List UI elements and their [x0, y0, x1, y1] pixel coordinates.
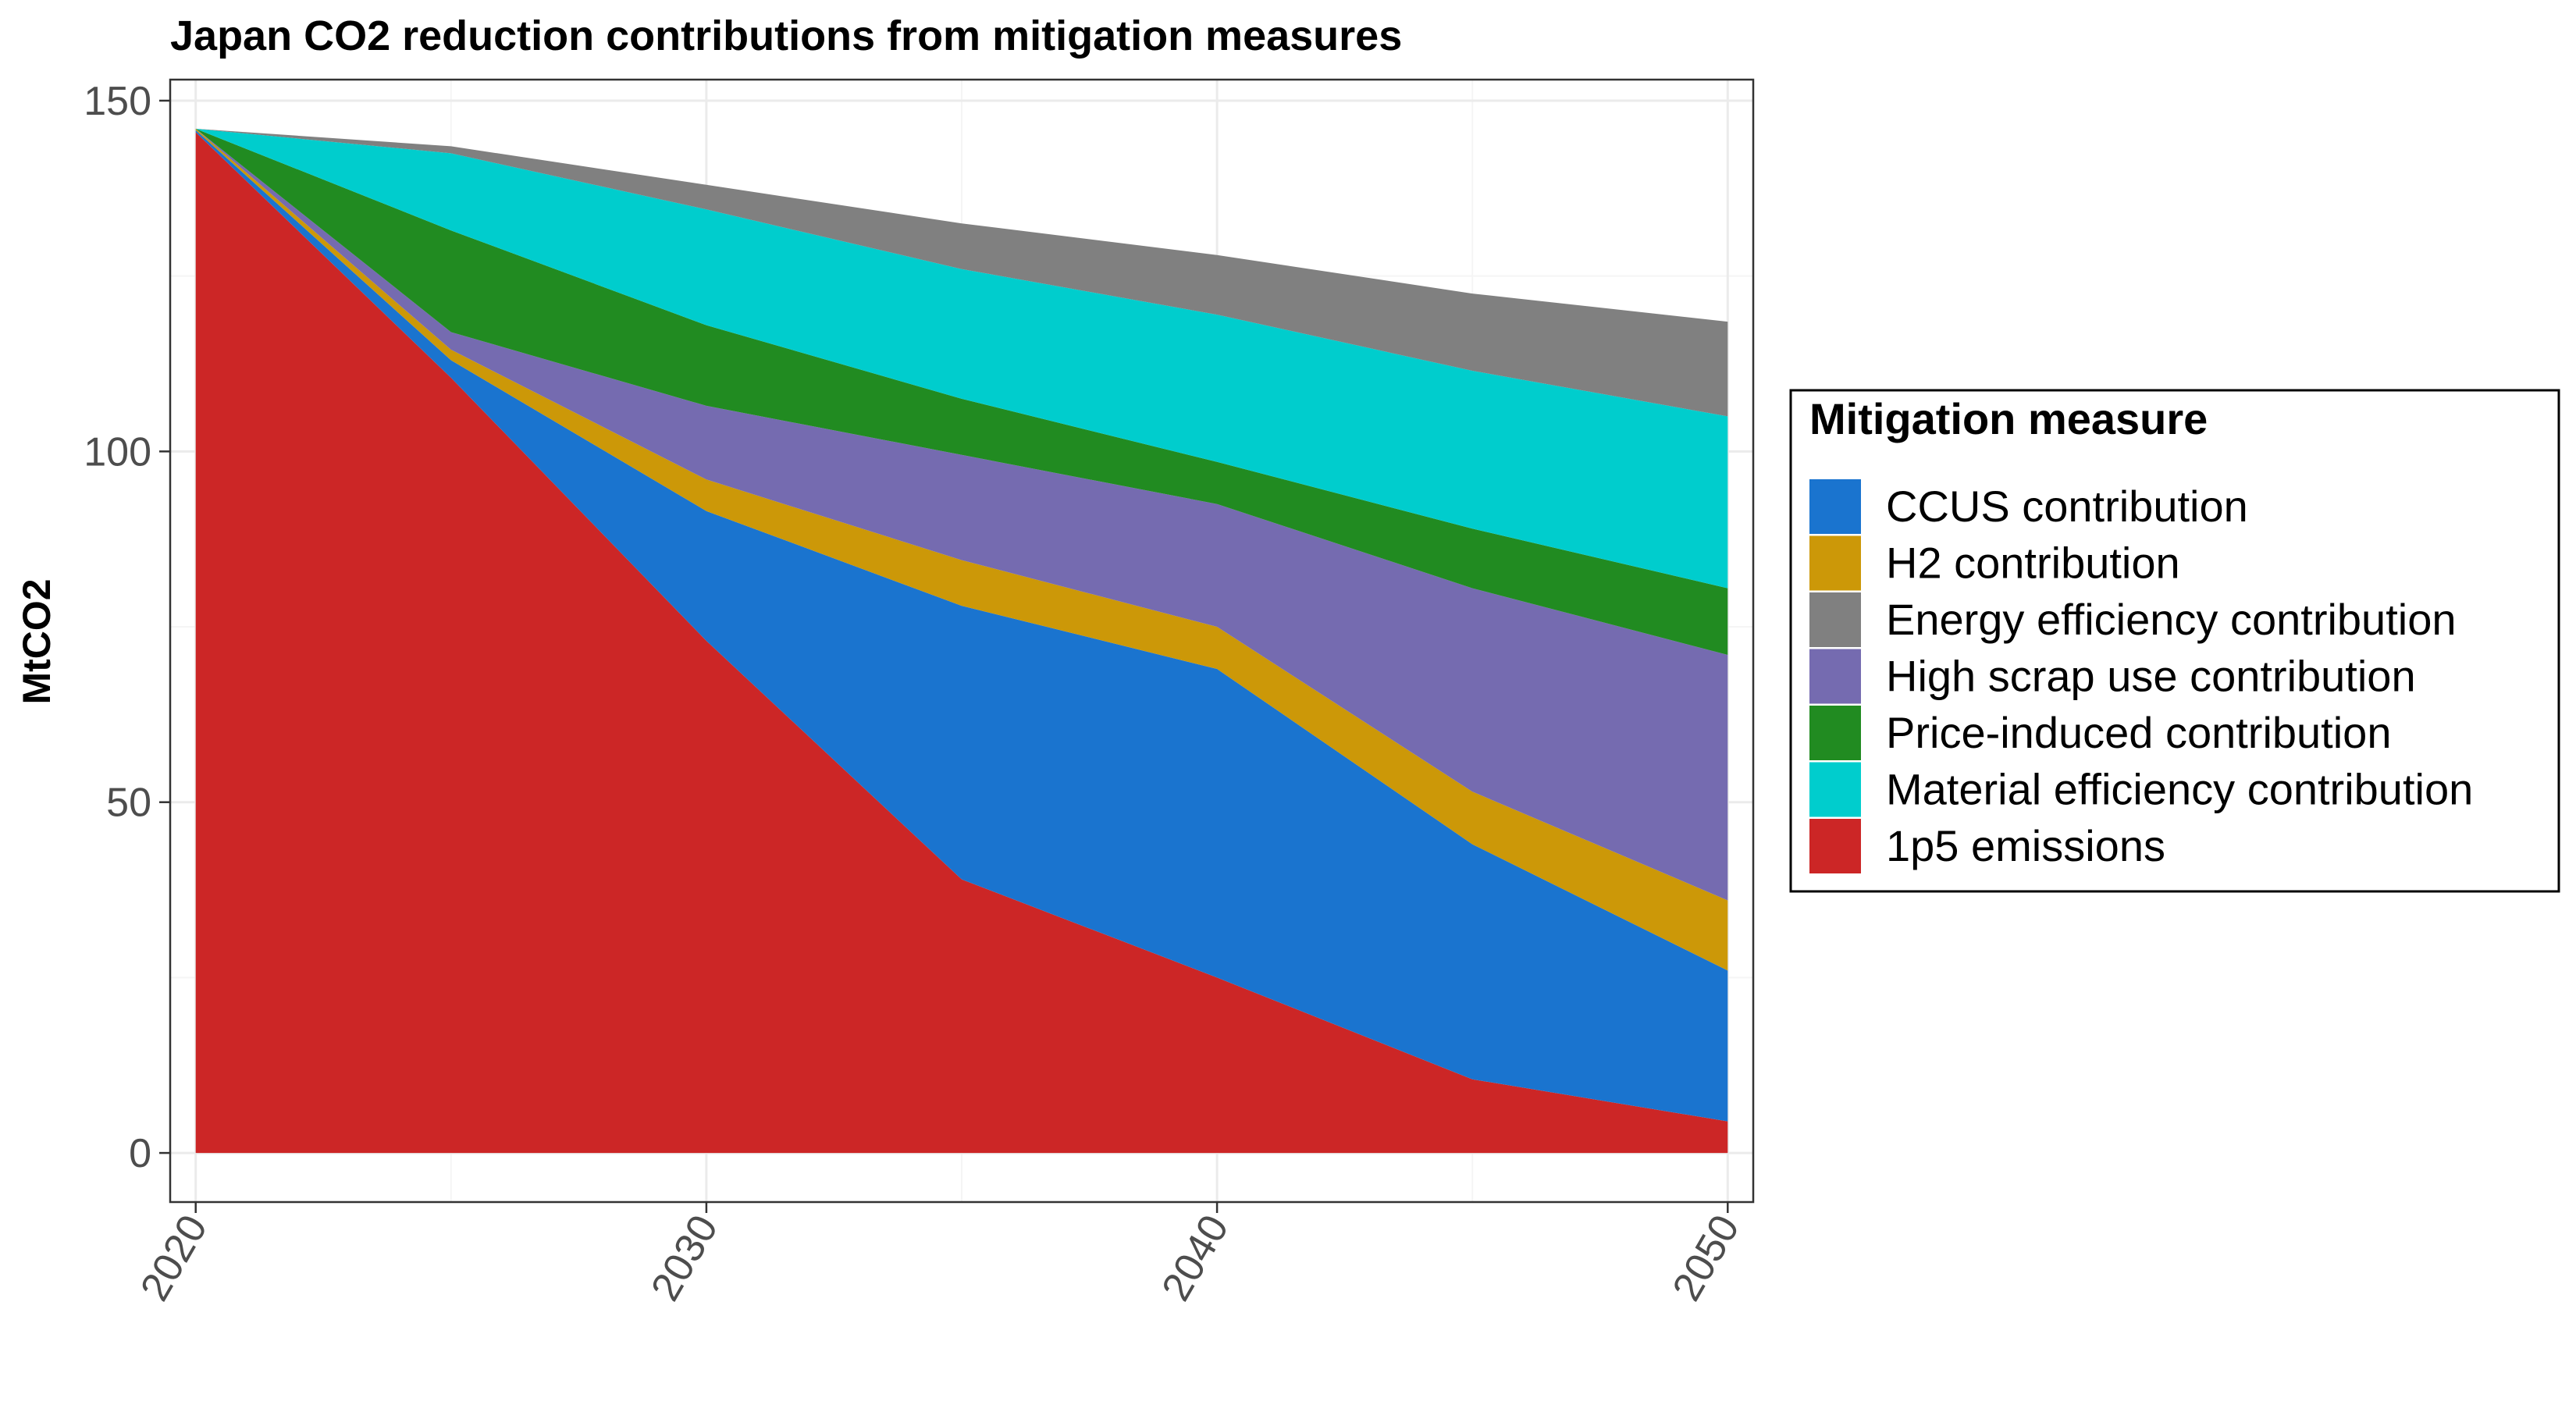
x-tick-label: 2050: [1664, 1208, 1749, 1308]
legend-label: Price-induced contribution: [1886, 708, 2391, 757]
x-tick-label: 2040: [1153, 1208, 1237, 1308]
y-axis: 0 50 100 150: [84, 79, 170, 1176]
legend-label: High scrap use contribution: [1886, 652, 2416, 701]
legend-items: CCUS contribution H2 contribution Energy e…: [1809, 479, 2473, 873]
legend-swatch: [1809, 819, 1861, 873]
legend-swatch: [1809, 535, 1861, 591]
x-tick-label: 2020: [132, 1208, 216, 1308]
legend-swatch: [1809, 479, 1861, 534]
legend-box: [1789, 389, 2560, 893]
legend-title: Mitigation measure: [1809, 394, 2208, 443]
area-material-efficiency-contribution: [195, 128, 1728, 589]
legend-label: H2 contribution: [1886, 539, 2180, 588]
y-tick-label: 0: [129, 1131, 151, 1176]
area-high-scrap-use-contribution: [195, 128, 1728, 901]
area-1p5-emissions: [195, 132, 1728, 1154]
legend-swatch: [1809, 706, 1861, 760]
x-tick-label: 2030: [642, 1208, 727, 1308]
legend-swatch: [1809, 762, 1861, 817]
legend-label: CCUS contribution: [1886, 482, 2248, 531]
legend-swatch: [1809, 649, 1861, 704]
y-axis-label: MtCO2: [15, 578, 59, 704]
y-tick-label: 100: [84, 429, 151, 475]
plot-panel: [169, 78, 1755, 1204]
legend-label: Energy efficiency contribution: [1886, 595, 2457, 644]
legend-swatch: [1809, 592, 1861, 647]
y-tick-label: 50: [106, 781, 151, 826]
area-h2-contribution: [195, 128, 1728, 971]
area-price-induced-contribution: [195, 128, 1728, 655]
y-tick-label: 150: [84, 79, 151, 124]
area-energy-efficiency-contribution: [195, 128, 1728, 417]
area-ccus-contribution: [195, 130, 1728, 1122]
panel-border: [169, 78, 1755, 1204]
chart-title: Japan CO2 reduction contributions from m…: [170, 12, 1402, 59]
legend-label: Material efficiency contribution: [1886, 765, 2473, 814]
x-axis: 2020 2030 2040 2050: [132, 1202, 1749, 1308]
legend-label: 1p5 emissions: [1886, 821, 2165, 870]
legend: Mitigation measure CCUS contribution H2 c…: [1789, 389, 2560, 893]
stacked-areas: [195, 128, 1728, 1154]
